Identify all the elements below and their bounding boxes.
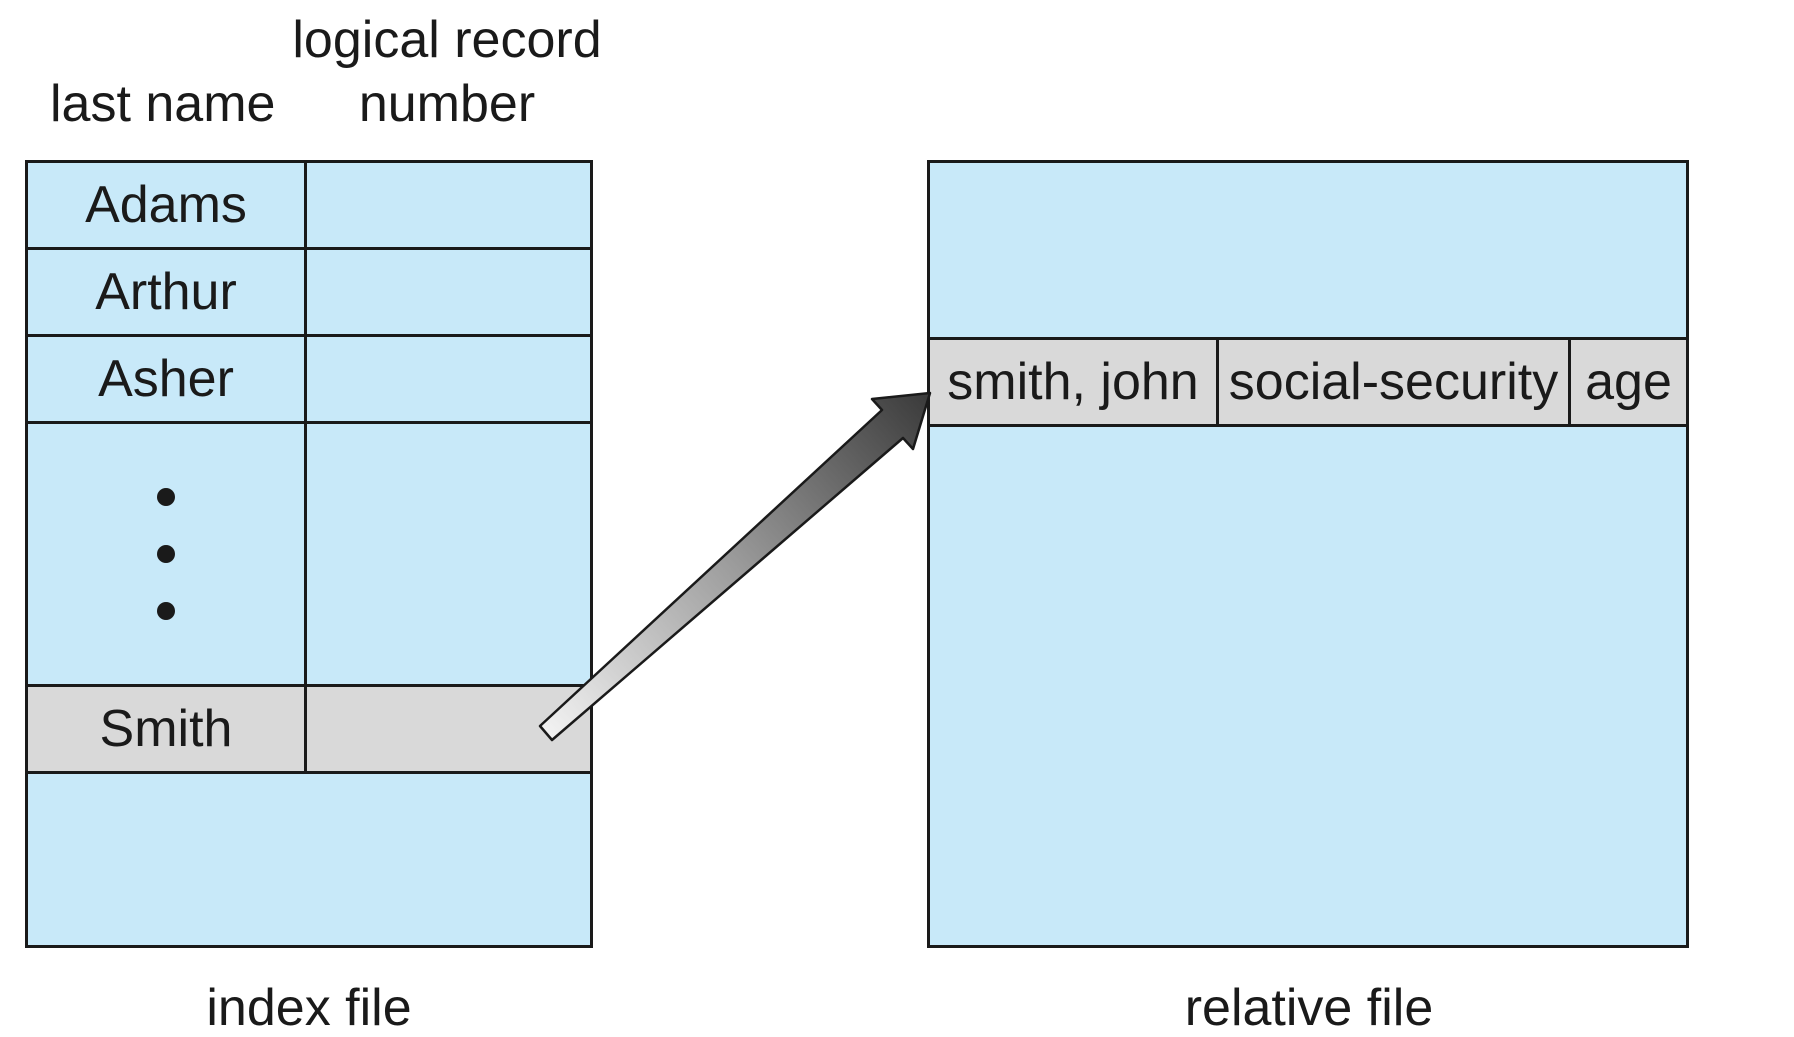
- index-header-record-line2: number: [358, 75, 536, 133]
- index-row-separator: [25, 421, 593, 424]
- relative-file-caption: relative file: [1184, 979, 1434, 1037]
- index-row-separator: [25, 247, 593, 250]
- index-row-smith: Smith: [99, 700, 233, 758]
- index-file-box: [25, 160, 593, 948]
- arrow-path: [538, 391, 932, 742]
- ellipsis-dot: [157, 488, 175, 506]
- ellipsis-dot: [157, 545, 175, 563]
- ellipsis-dot: [157, 602, 175, 620]
- relative-field-name: smith, john: [947, 353, 1199, 411]
- relative-record-bottom: [927, 424, 1689, 427]
- index-row-separator: [25, 684, 593, 687]
- index-row-separator: [25, 771, 593, 774]
- relative-field-divider: [1216, 337, 1219, 427]
- relative-record-top: [927, 337, 1689, 340]
- relative-field-ssn: social-security: [1228, 353, 1559, 411]
- index-row-smith-highlight: [28, 686, 590, 772]
- arrow-shape: [538, 391, 932, 742]
- index-row-name: Asher: [98, 350, 234, 408]
- relative-field-divider: [1568, 337, 1571, 427]
- index-header-last-name: last name: [50, 75, 276, 133]
- index-column-divider: [304, 160, 307, 772]
- index-file-caption: index file: [206, 979, 412, 1037]
- index-row-name: Arthur: [95, 263, 237, 321]
- relative-field-age: age: [1585, 353, 1672, 411]
- index-row-separator: [25, 334, 593, 337]
- index-row-name: Adams: [85, 176, 247, 234]
- index-header-record-line1: logical record: [292, 11, 602, 69]
- relative-record-highlight: [930, 339, 1686, 425]
- relative-file-box: [927, 160, 1689, 948]
